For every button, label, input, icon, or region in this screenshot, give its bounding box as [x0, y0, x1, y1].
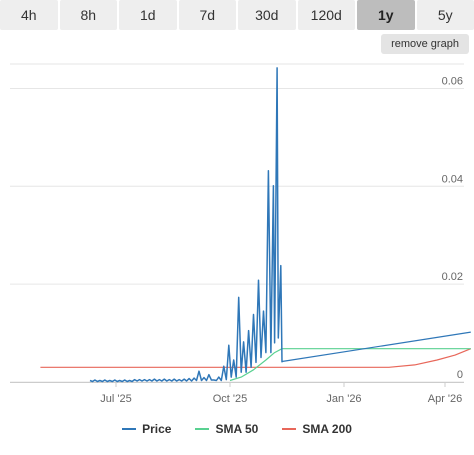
- series-line-sma-50: [229, 348, 471, 382]
- series-line-price: [89, 67, 283, 383]
- tab-30d[interactable]: 30d: [238, 0, 296, 30]
- y-tick-label: 0.04: [442, 173, 463, 185]
- legend-item-sma50[interactable]: SMA 50: [195, 420, 258, 438]
- tab-7d[interactable]: 7d: [178, 0, 236, 30]
- tab-1y[interactable]: 1y: [357, 0, 415, 30]
- tab-120d[interactable]: 120d: [297, 0, 355, 30]
- series-line-sma-200: [40, 348, 472, 368]
- sma200-swatch-icon: [282, 428, 297, 430]
- remove-graph-button[interactable]: remove graph: [381, 34, 469, 54]
- price-chart: 0 0.02 0.04 0.06 Jul '25 Oct '25 Jan '26 Apr '…: [10, 63, 472, 405]
- legend-item-price[interactable]: Price: [122, 420, 171, 438]
- time-range-tabs: 4h 8h 1d 7d 30d 120d 1y 5y: [0, 0, 474, 30]
- legend-label-sma50: SMA 50: [215, 422, 259, 436]
- grid-lines: [10, 63, 464, 383]
- tab-4h[interactable]: 4h: [0, 0, 58, 30]
- x-tick-label: Apr '26: [428, 393, 463, 405]
- sma50-swatch-icon: [195, 428, 210, 430]
- y-tick-label: 0: [457, 369, 463, 381]
- chart-legend: Price SMA 50 SMA 200: [0, 420, 474, 438]
- y-tick-label: 0.06: [442, 75, 463, 87]
- y-axis-ticks: 0 0.02 0.04 0.06: [442, 75, 463, 381]
- x-tick-label: Oct '25: [213, 393, 248, 405]
- legend-label-sma200: SMA 200: [302, 422, 352, 436]
- y-tick-label: 0.02: [442, 271, 463, 283]
- legend-label-price: Price: [142, 422, 172, 436]
- x-tick-label: Jan '26: [326, 393, 361, 405]
- chart-series: [40, 67, 472, 383]
- tab-8h[interactable]: 8h: [59, 0, 117, 30]
- x-tick-label: Jul '25: [100, 393, 131, 405]
- tab-5y[interactable]: 5y: [416, 0, 474, 30]
- price-swatch-icon: [122, 428, 137, 430]
- tab-1d[interactable]: 1d: [119, 0, 177, 30]
- legend-item-sma200[interactable]: SMA 200: [282, 420, 352, 438]
- x-axis-ticks: Jul '25 Oct '25 Jan '26 Apr '26: [100, 382, 462, 405]
- series-line-price-trend: [281, 331, 471, 363]
